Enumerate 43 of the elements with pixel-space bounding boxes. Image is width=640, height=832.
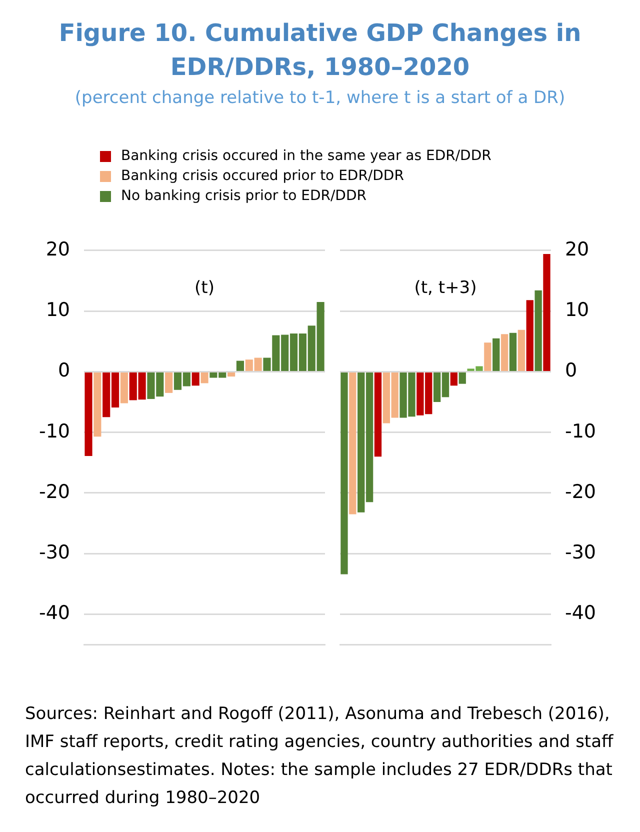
bar <box>349 372 356 514</box>
bar <box>120 372 128 404</box>
bar <box>374 372 382 457</box>
chart-title: Figure 10. Cumulative GDP Changes in EDR/DDRs, 1980–2020 <box>58 18 582 83</box>
y-tick-label: -10 <box>564 420 596 442</box>
bar <box>534 290 542 371</box>
y-tick-label: -20 <box>38 480 70 503</box>
bar <box>94 372 102 437</box>
bar <box>543 254 550 371</box>
bar <box>526 300 534 371</box>
bar <box>236 360 244 371</box>
bar <box>484 342 492 371</box>
bar <box>340 372 348 574</box>
bar <box>192 372 200 386</box>
y-tick-label: -30 <box>38 542 70 564</box>
annotation: (t) <box>194 278 214 298</box>
bar <box>518 330 526 371</box>
y-tick-label: -40 <box>564 602 596 624</box>
y-tick-label: 20 <box>46 238 70 260</box>
y-tick-label: 0 <box>564 360 578 382</box>
bar <box>458 372 466 384</box>
y-tick-label: -40 <box>38 602 70 624</box>
y-tick-label: 0 <box>58 360 70 382</box>
bar <box>492 338 500 371</box>
legend-label: Banking crisis occured prior to EDR/DDR <box>121 167 404 186</box>
y-tick-label: -20 <box>564 480 596 503</box>
bar <box>500 334 508 371</box>
y-tick-label: -30 <box>564 542 596 564</box>
y-tick-label: 10 <box>564 298 590 321</box>
chart-subtitle: (percent change relative to t-1, where t is a start of a DR) <box>74 88 566 108</box>
legend-label: Banking crisis occured in the same year as EDR/DDR <box>121 147 492 166</box>
bar <box>509 332 517 371</box>
bar <box>200 372 208 384</box>
bar <box>84 372 92 456</box>
bar <box>450 372 458 386</box>
y-tick-label: 20 <box>564 238 590 260</box>
annotation: (t, t+3) <box>414 278 477 298</box>
bar <box>165 372 173 393</box>
y-tick-label: 10 <box>46 298 70 321</box>
y-tick-label: -10 <box>38 420 70 442</box>
bar <box>228 372 236 377</box>
legend-label: No banking crisis prior to EDR/DDR <box>121 187 366 206</box>
source-note: Sources: Reinhart and Rogoff (2011), Asonuma and Trebesch (2016), IMF staff reports, credit rating agencies, country authorities and staff calculationsestimates. Notes: the sample includes 27 EDR/DDRs that occurred during 1980–2020 <box>25 703 614 810</box>
